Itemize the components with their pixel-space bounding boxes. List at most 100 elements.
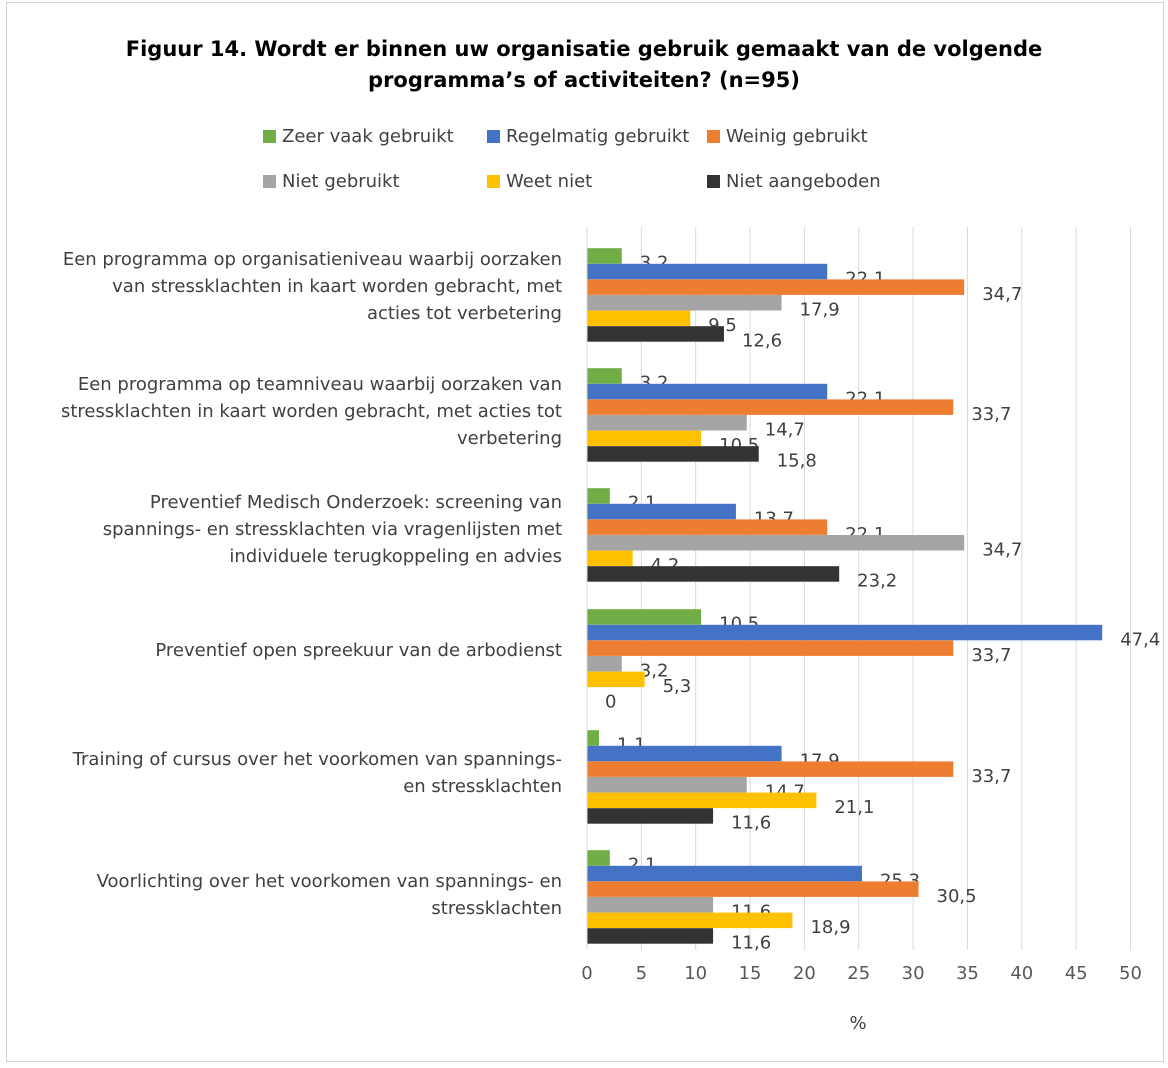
data-label: 33,7 — [971, 404, 1011, 425]
bar — [587, 310, 691, 327]
bar — [587, 912, 793, 929]
legend-swatch-regelmatig — [487, 130, 500, 143]
bar — [587, 248, 622, 264]
bar — [587, 519, 828, 535]
data-label: 5,3 — [663, 676, 692, 697]
category-label-line: stressklachten — [431, 898, 562, 919]
data-label: 47,4 — [1120, 629, 1160, 650]
legend-label-zeer-vaak: Zeer vaak gebruikt — [282, 126, 454, 147]
category-label-line: stressklachten in kaart worden gebracht,… — [60, 401, 562, 422]
legend-label-niet-gebruikt: Niet gebruikt — [282, 171, 400, 192]
data-label: 17,9 — [800, 300, 840, 321]
data-label: 12,6 — [742, 331, 782, 352]
category-label-5: Training of cursus over het voorkomen va… — [2, 746, 562, 800]
bar — [587, 745, 782, 762]
legend-row-2: Niet gebruikt Weet niet Niet aangeboden — [0, 171, 1168, 195]
x-tick-label: 20 — [793, 963, 816, 984]
category-label-line: en stressklachten — [403, 776, 562, 797]
legend-item-regelmatig: Regelmatig gebruikt — [487, 126, 689, 147]
legend-label-niet-aangeboden: Niet aangeboden — [726, 171, 881, 192]
bar — [587, 399, 954, 415]
bar — [587, 430, 702, 447]
bar — [587, 808, 714, 824]
category-label-line: Een programma op teamniveau waarbij oorz… — [77, 374, 562, 395]
bar — [587, 640, 954, 656]
bar — [587, 897, 714, 913]
data-label: 23,2 — [857, 571, 897, 592]
data-label: 11,6 — [731, 813, 771, 834]
category-label-6: Voorlichting over het voorkomen van span… — [2, 868, 562, 922]
chart-title: Figuur 14. Wordt er binnen uw organisati… — [0, 34, 1168, 96]
category-label-line: spannings- en stressklachten via vragenl… — [102, 519, 562, 540]
category-label-line: acties tot verbetering — [366, 303, 562, 324]
bar — [587, 656, 622, 672]
bar — [587, 671, 645, 688]
legend-row-1: Zeer vaak gebruikt Regelmatig gebruikt W… — [0, 126, 1168, 150]
data-label: 34,7 — [982, 284, 1022, 305]
data-label: 34,7 — [982, 540, 1022, 561]
category-label-line: Training of cursus over het voorkomen va… — [72, 749, 562, 770]
x-tick-label: 10 — [684, 963, 707, 984]
data-label: 30,5 — [937, 886, 977, 907]
x-tick-label: 45 — [1065, 963, 1088, 984]
bar — [587, 368, 622, 384]
bar — [587, 263, 828, 280]
legend-item-niet-gebruikt: Niet gebruikt — [263, 171, 400, 192]
data-label: 15,8 — [777, 451, 817, 472]
category-label-line: Preventief open spreekuur van de arbodie… — [155, 640, 562, 661]
bar — [587, 415, 747, 431]
bar — [587, 881, 919, 897]
category-label-1: Een programma op organisatieniveau waarb… — [2, 246, 562, 327]
data-label: 21,1 — [834, 797, 874, 818]
data-label: 3,2 — [640, 661, 669, 682]
bar — [587, 383, 828, 400]
bar — [587, 503, 736, 520]
bar — [587, 777, 747, 793]
legend-swatch-niet-aangeboden — [707, 175, 720, 188]
bar — [587, 326, 724, 342]
data-label: 33,7 — [971, 766, 1011, 787]
bar — [587, 624, 1103, 641]
legend-swatch-zeer-vaak — [263, 130, 276, 143]
x-tick-label: 40 — [1010, 963, 1033, 984]
legend-swatch-niet-gebruikt — [263, 175, 276, 188]
legend-swatch-weet-niet — [487, 175, 500, 188]
bar — [587, 488, 610, 504]
legend-label-weinig: Weinig gebruikt — [726, 126, 868, 147]
x-tick-label: 15 — [739, 963, 762, 984]
chart-frame — [6, 2, 1164, 1062]
bar — [587, 566, 840, 582]
legend-label-weet-niet: Weet niet — [506, 171, 593, 192]
bar — [587, 792, 817, 809]
category-label-3: Preventief Medisch Onderzoek: screening … — [2, 489, 562, 570]
x-tick-label: 0 — [581, 963, 592, 984]
bar — [587, 928, 714, 944]
x-tick-label: 5 — [636, 963, 647, 984]
bar — [587, 761, 954, 777]
x-axis-title: % — [849, 1013, 867, 1034]
data-label: 0 — [605, 692, 616, 713]
x-tick-label: 50 — [1119, 963, 1142, 984]
category-label-2: Een programma op teamniveau waarbij oorz… — [2, 371, 562, 452]
bar — [587, 550, 633, 567]
chart-title-line-1: Figuur 14. Wordt er binnen uw organisati… — [125, 37, 1043, 61]
category-label-line: Voorlichting over het voorkomen van span… — [96, 871, 562, 892]
data-label: 11,6 — [731, 933, 771, 954]
x-tick-label: 35 — [956, 963, 979, 984]
bar — [587, 865, 863, 882]
bar — [587, 446, 759, 462]
legend-label-regelmatig: Regelmatig gebruikt — [506, 126, 690, 147]
legend-item-weinig: Weinig gebruikt — [707, 126, 868, 147]
category-label-line: Preventief Medisch Onderzoek: screening … — [149, 492, 562, 513]
category-label-line: Een programma op organisatieniveau waarb… — [62, 249, 562, 270]
data-label: 18,9 — [810, 917, 850, 938]
x-tick-label: 25 — [847, 963, 870, 984]
x-tick-label: 30 — [902, 963, 925, 984]
bar — [587, 295, 782, 311]
data-label: 14,7 — [765, 420, 805, 441]
bar — [587, 850, 610, 866]
legend-item-zeer-vaak: Zeer vaak gebruikt — [263, 126, 454, 147]
category-label-line: individuele terugkoppeling en advies — [229, 546, 562, 567]
data-label: 33,7 — [971, 645, 1011, 666]
